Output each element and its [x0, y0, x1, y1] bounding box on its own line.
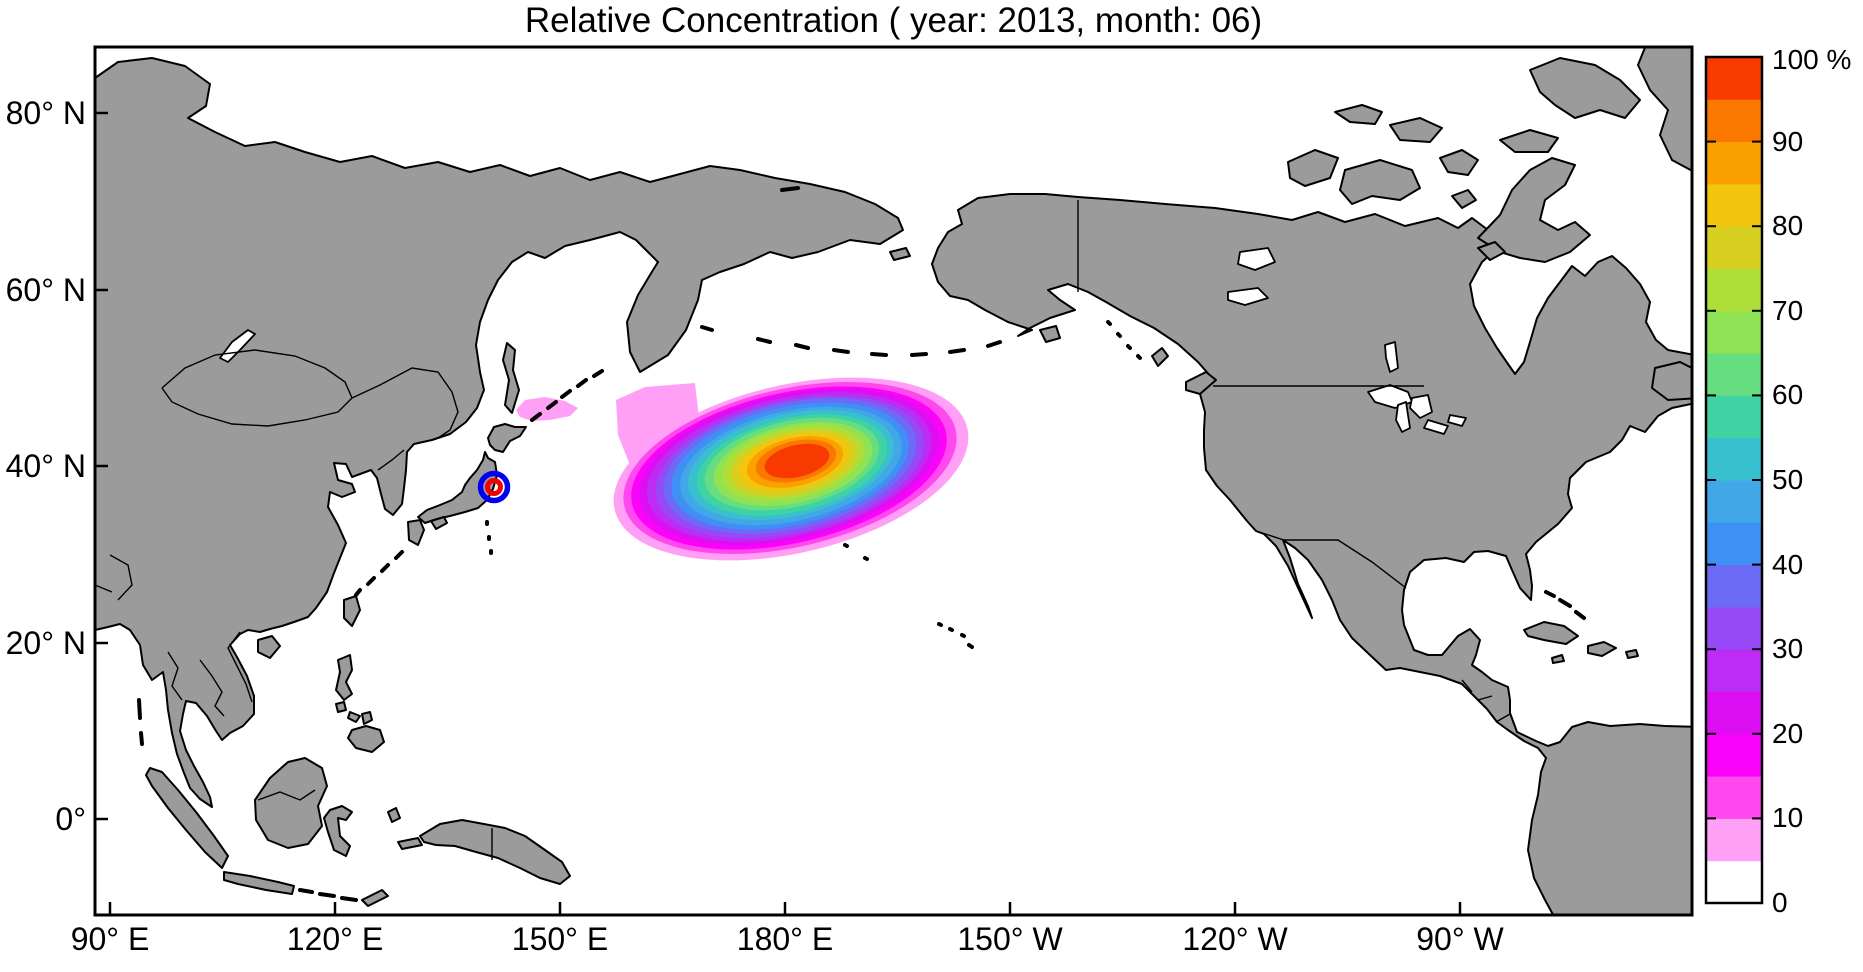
colorbar-label-30: 30 — [1772, 633, 1804, 664]
land-layer — [95, 47, 1692, 915]
arctic-islands — [1287, 47, 1692, 401]
colorbar-frame — [1704, 55, 1764, 905]
island-mindanao — [347, 725, 385, 753]
island-sumatra — [145, 767, 229, 869]
colorbar-swatches — [1706, 57, 1762, 904]
x-tick-label-120E: 120° E — [286, 921, 384, 957]
y-tick-label-20N: 20° N — [5, 625, 86, 661]
island-hispaniola — [1587, 641, 1617, 657]
island-seram — [397, 837, 423, 850]
y-tick-label-40N: 40° N — [5, 448, 86, 484]
island-visayas-2 — [361, 711, 373, 725]
island-shikoku — [430, 516, 448, 530]
colorbar-label-100: 100 % — [1772, 44, 1852, 75]
island-newfoundland — [1651, 361, 1692, 401]
colorbar-label-80: 80 — [1772, 210, 1804, 241]
island-sakhalin — [502, 342, 520, 414]
island-vancouver — [1185, 371, 1217, 395]
island-chains — [137, 186, 1586, 902]
x-tick-label-120W: 120° W — [1182, 921, 1288, 957]
island-java — [223, 871, 295, 895]
colorbar-label-10: 10 — [1772, 802, 1804, 833]
island-borneo — [254, 757, 328, 849]
landmass-americas — [931, 193, 1692, 915]
x-tick-label-150E: 150° E — [511, 921, 609, 957]
source-marker-inner-ring — [485, 478, 503, 496]
y-tick-label-60N: 60° N — [5, 272, 86, 308]
source-marker-outer-ring — [477, 470, 511, 504]
x-tick-label-90E: 90° E — [70, 921, 150, 957]
colorbar-label-90: 90 — [1772, 126, 1804, 157]
island-new-guinea — [419, 819, 571, 885]
island-halmahera — [387, 807, 401, 823]
canadian-lakes — [1227, 247, 1399, 373]
colorbar-label-0: 0 — [1772, 887, 1788, 918]
y-tick-label-0: 0° — [55, 801, 86, 837]
island-luzon — [335, 654, 353, 701]
landmass-greenland — [1637, 47, 1692, 172]
island-puerto-rico — [1625, 649, 1639, 659]
island-haida-gwaii — [1151, 347, 1169, 367]
island-jamaica — [1551, 654, 1565, 664]
island-taiwan — [343, 595, 361, 627]
y-tick-label-80N: 80° N — [5, 95, 86, 131]
landmass-eurasia — [95, 57, 904, 808]
island-kyushu — [407, 519, 425, 546]
island-visayas — [347, 711, 361, 723]
colorbar-label-70: 70 — [1772, 295, 1804, 326]
x-tick-label-180E: 180° E — [736, 921, 834, 957]
political-borders — [95, 200, 1511, 860]
island-mindoro — [335, 701, 347, 713]
colorbar-tick-marks — [1706, 140, 1762, 820]
island-cuba — [1523, 621, 1579, 645]
x-tick-label-90W: 90° W — [1416, 921, 1504, 957]
source-marker — [477, 470, 511, 504]
great-lakes — [1367, 384, 1467, 435]
island-sulawesi — [323, 805, 353, 857]
island-kodiak — [1039, 325, 1061, 343]
island-timor — [361, 889, 389, 907]
island-hokkaido — [487, 423, 527, 453]
x-tick-label-150W: 150° W — [957, 921, 1063, 957]
colorbar-label-20: 20 — [1772, 718, 1804, 749]
plot-frame — [93, 45, 1694, 917]
plume-contour-layer — [613, 377, 969, 561]
colorbar-label-60: 60 — [1772, 379, 1804, 410]
chart-title: Relative Concentration ( year: 2013, mon… — [524, 1, 1263, 40]
colorbar-label-50: 50 — [1772, 464, 1804, 495]
colorbar-label-40: 40 — [1772, 549, 1804, 580]
island-hainan — [257, 635, 281, 659]
axis-tick-marks — [95, 111, 1462, 915]
lake-baikal — [219, 329, 256, 363]
island-st-lawrence — [889, 247, 911, 261]
